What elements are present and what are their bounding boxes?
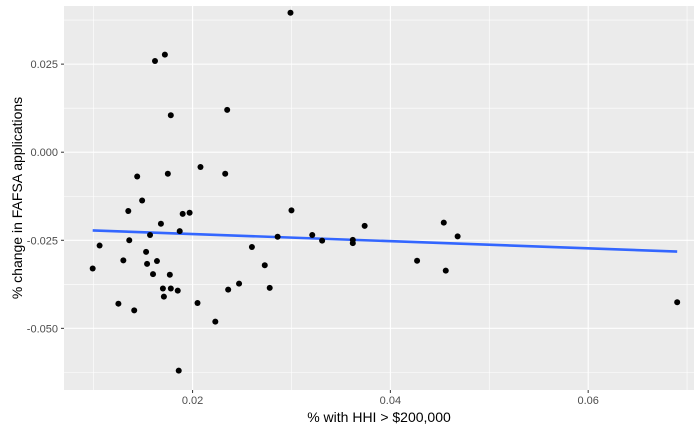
trend-line — [92, 229, 678, 253]
y-tick-label: 0.025 — [30, 59, 58, 71]
data-point — [159, 285, 166, 292]
data-point — [96, 242, 103, 249]
data-point — [120, 257, 127, 264]
data-point — [349, 240, 356, 247]
x-tick-labels: 0.02 0.04 0.06 — [182, 395, 599, 407]
data-point — [288, 207, 295, 214]
data-point — [287, 9, 294, 16]
data-point — [161, 51, 168, 58]
data-point — [212, 318, 219, 325]
data-point — [125, 208, 132, 215]
data-point — [454, 233, 461, 240]
y-axis-title: % change in FAFSA applications — [9, 97, 25, 299]
x-axis-title: % with HHI > $200,000 — [307, 409, 451, 425]
data-point — [134, 173, 141, 180]
data-point — [147, 231, 154, 238]
data-point — [89, 265, 96, 272]
data-point — [442, 267, 449, 274]
data-point — [157, 220, 164, 227]
data-point — [164, 170, 171, 177]
data-point — [194, 299, 201, 306]
data-point — [153, 258, 160, 265]
minor-gridlines — [64, 6, 694, 390]
data-point — [131, 307, 138, 314]
y-tick-label: -0.050 — [27, 323, 58, 335]
plot-panel — [64, 6, 694, 390]
data-point — [319, 237, 326, 244]
data-point — [440, 219, 447, 226]
data-point — [248, 243, 255, 250]
data-point — [126, 237, 133, 244]
x-tick-label: 0.04 — [380, 395, 401, 407]
data-point — [186, 209, 193, 216]
y-tick-label: -0.025 — [27, 235, 58, 247]
data-point — [174, 287, 181, 294]
data-point — [222, 170, 229, 177]
data-point — [197, 163, 204, 170]
data-point — [224, 106, 231, 113]
data-point — [151, 57, 158, 64]
data-point — [167, 112, 174, 119]
data-point — [361, 222, 368, 229]
data-point — [143, 248, 150, 255]
data-point — [150, 271, 157, 278]
data-point — [115, 300, 122, 307]
data-point — [266, 284, 273, 291]
trend-line-group — [92, 229, 678, 253]
data-point — [179, 210, 186, 217]
y-tick-labels: 0.025 0.000 -0.025 -0.050 — [27, 59, 58, 335]
data-point — [160, 293, 167, 300]
data-points — [89, 9, 681, 374]
data-point — [167, 285, 174, 292]
y-tick-label: 0.000 — [30, 147, 58, 159]
data-point — [414, 257, 421, 264]
x-tick-label: 0.06 — [577, 395, 598, 407]
data-point — [236, 280, 243, 287]
data-point — [139, 197, 146, 204]
data-point — [674, 299, 681, 306]
x-tick-label: 0.02 — [182, 395, 203, 407]
data-point — [274, 233, 281, 240]
data-point — [309, 231, 316, 238]
data-point — [175, 367, 182, 374]
data-point — [261, 262, 268, 269]
axis-ticks — [61, 63, 589, 393]
data-point — [225, 286, 232, 293]
data-point — [176, 228, 183, 235]
data-point — [166, 271, 173, 278]
data-point — [144, 260, 151, 267]
